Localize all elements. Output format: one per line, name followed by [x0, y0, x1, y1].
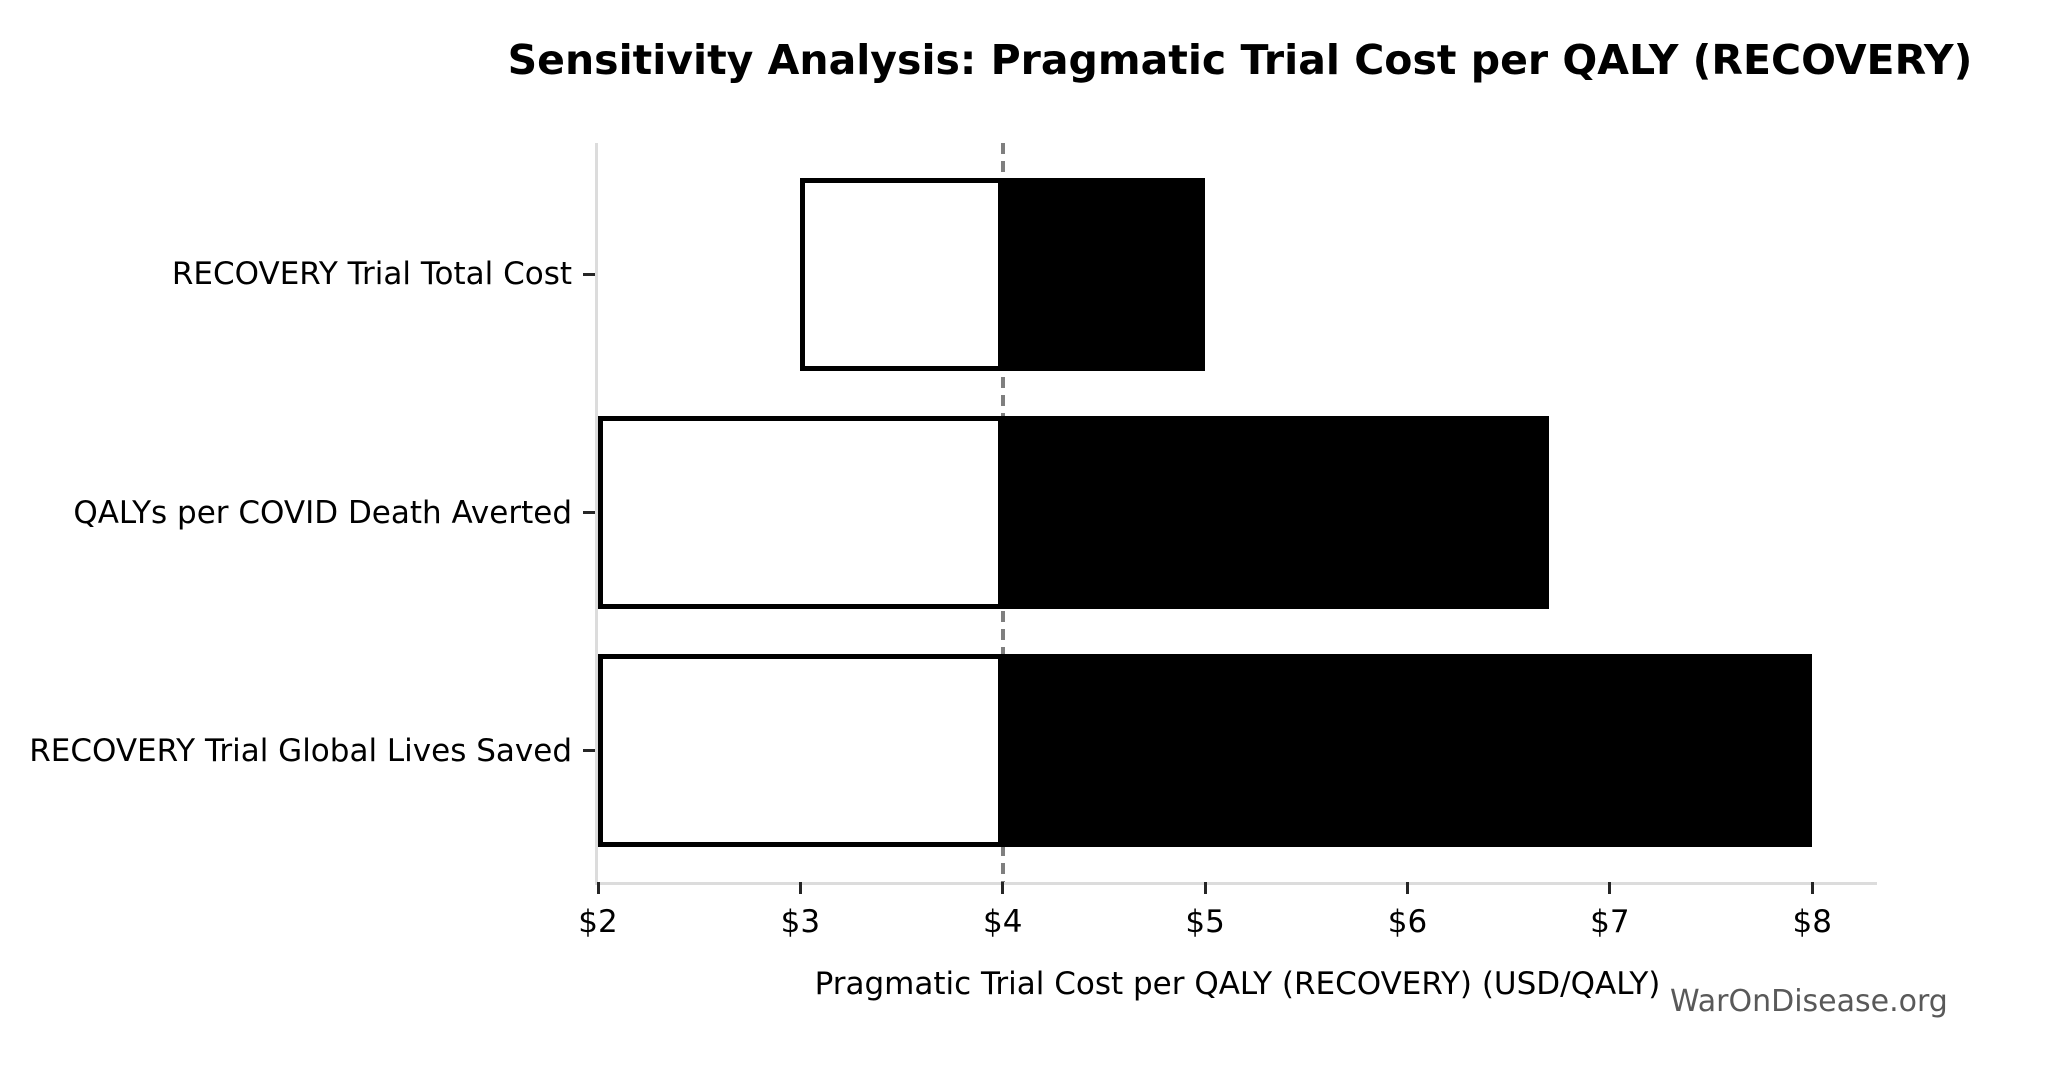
x-tick	[1405, 882, 1409, 894]
y-tick	[583, 272, 595, 276]
bar-low-segment	[800, 177, 1003, 371]
x-tick	[1608, 882, 1612, 894]
y-tick-label: RECOVERY Trial Total Cost	[171, 256, 572, 293]
watermark: WarOnDisease.org	[1670, 984, 1948, 1019]
x-axis-spine	[595, 882, 1877, 885]
x-tick	[1810, 882, 1814, 894]
x-tick-label: $5	[1185, 904, 1225, 940]
x-tick-label: $3	[780, 904, 821, 940]
x-axis-label: Pragmatic Trial Cost per QALY (RECOVERY)…	[814, 966, 1661, 1002]
chart-title: Sensitivity Analysis: Pragmatic Trial Co…	[507, 36, 1973, 84]
x-tick	[798, 882, 802, 894]
bar-high-segment	[1002, 654, 1813, 848]
x-tick-label: $2	[578, 904, 618, 940]
bar-high-segment	[1002, 177, 1206, 371]
bar-high-segment	[1002, 415, 1550, 610]
y-axis-spine	[595, 143, 598, 885]
y-tick-label: QALYs per COVID Death Averted	[73, 494, 572, 531]
x-tick-label: $4	[983, 904, 1023, 940]
y-tick	[583, 749, 595, 753]
x-tick-label: $7	[1590, 904, 1630, 940]
bar-low-segment	[598, 415, 1003, 610]
x-tick	[1203, 882, 1207, 894]
x-tick-label: $8	[1792, 904, 1832, 940]
x-tick	[596, 882, 600, 894]
bar-low-segment	[598, 654, 1003, 848]
x-tick-label: $6	[1387, 904, 1428, 940]
y-tick	[583, 511, 595, 514]
x-tick	[1001, 882, 1005, 894]
y-tick-label: RECOVERY Trial Global Lives Saved	[29, 732, 572, 769]
